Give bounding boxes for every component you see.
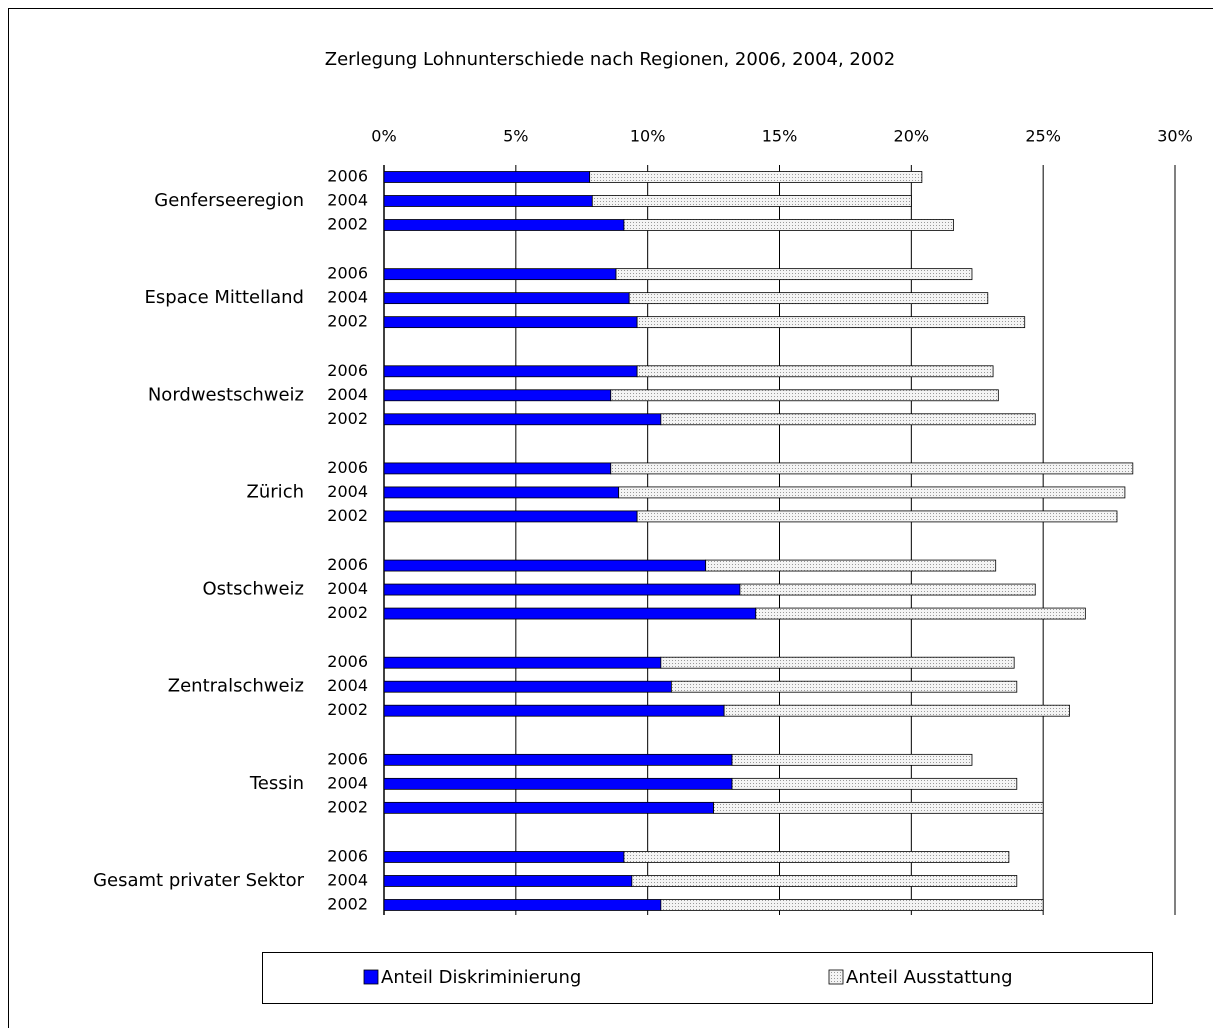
bar-segment bbox=[660, 656, 1015, 669]
bar-segment bbox=[383, 777, 733, 790]
group-label: Espace Mittelland bbox=[145, 287, 305, 308]
bar-segment bbox=[383, 486, 620, 499]
y-tick-label: 2006 bbox=[327, 264, 368, 283]
legend-swatch bbox=[363, 969, 379, 985]
y-tick-label: 2002 bbox=[327, 894, 368, 913]
bar-segment bbox=[383, 801, 714, 814]
y-tick-label: 2006 bbox=[327, 846, 368, 865]
group-label: Gesamt privater Sektor bbox=[93, 870, 305, 891]
x-tick-label: 25% bbox=[1025, 127, 1061, 146]
bar-segment bbox=[615, 268, 973, 281]
y-tick-label: 2006 bbox=[327, 749, 368, 768]
bar-segment bbox=[660, 413, 1036, 426]
bar-segment bbox=[713, 801, 1044, 814]
bar-segment bbox=[383, 583, 741, 596]
y-tick-label: 2004 bbox=[327, 870, 368, 889]
bar-segment bbox=[623, 851, 1010, 863]
bar-segment bbox=[383, 219, 625, 231]
bar-segment bbox=[591, 195, 912, 207]
bar-segment bbox=[383, 171, 591, 183]
bar-segment bbox=[731, 753, 973, 766]
y-tick-label: 2004 bbox=[327, 385, 368, 404]
bar-segment bbox=[383, 316, 638, 329]
x-tick-label: 30% bbox=[1157, 127, 1193, 146]
bar-segment bbox=[383, 704, 725, 717]
y-tick-label: 2004 bbox=[327, 676, 368, 695]
bar-segment bbox=[623, 219, 954, 231]
y-tick-label: 2002 bbox=[327, 312, 368, 331]
bar-segment bbox=[618, 486, 1126, 499]
x-tick-label: 0% bbox=[371, 127, 396, 146]
bar-segment bbox=[610, 462, 1134, 475]
chart-title: Zerlegung Lohnunterschiede nach Regionen… bbox=[325, 49, 895, 70]
y-tick-label: 2004 bbox=[327, 288, 368, 307]
bar-segment bbox=[383, 365, 638, 378]
y-tick-label: 2004 bbox=[327, 191, 368, 210]
y-tick-label: 2006 bbox=[327, 555, 368, 574]
bar-segment bbox=[628, 292, 989, 305]
bar-segment bbox=[383, 559, 707, 572]
bar-segment bbox=[636, 365, 994, 378]
bar-segment bbox=[383, 462, 612, 475]
group-label: Zentralschweiz bbox=[168, 676, 304, 697]
x-tick-label: 15% bbox=[762, 127, 798, 146]
bar-segment bbox=[383, 680, 672, 693]
y-tick-label: 2002 bbox=[327, 409, 368, 428]
bar-segment bbox=[636, 510, 1118, 523]
y-tick-label: 2002 bbox=[327, 215, 368, 234]
bar-segment bbox=[383, 268, 617, 281]
bar-segment bbox=[383, 656, 662, 669]
x-tick-label: 5% bbox=[503, 127, 528, 146]
bar-segment bbox=[755, 607, 1086, 620]
group-label: Genferseeregion bbox=[154, 190, 304, 211]
x-tick-label: 10% bbox=[630, 127, 666, 146]
group-label: Tessin bbox=[249, 773, 304, 794]
bar-segment bbox=[383, 389, 612, 402]
bar-segment bbox=[383, 851, 625, 863]
bar-segment bbox=[723, 704, 1070, 717]
y-tick-label: 2004 bbox=[327, 773, 368, 792]
bar-segment bbox=[610, 389, 999, 402]
bar-segment bbox=[383, 875, 633, 887]
y-tick-label: 2006 bbox=[327, 458, 368, 477]
y-tick-label: 2002 bbox=[327, 797, 368, 816]
bar-segment bbox=[705, 559, 997, 572]
bar-segment bbox=[383, 510, 638, 523]
x-tick-label: 20% bbox=[894, 127, 930, 146]
bar-segment bbox=[383, 292, 630, 305]
y-tick-label: 2004 bbox=[327, 579, 368, 598]
bar-segment bbox=[631, 875, 1018, 887]
bar-segment bbox=[670, 680, 1018, 693]
bar-segment bbox=[383, 195, 593, 207]
y-tick-label: 2006 bbox=[327, 167, 368, 186]
bar-segment bbox=[383, 607, 757, 620]
bar-segment bbox=[731, 777, 1018, 790]
legend-label: Anteil Diskriminierung bbox=[381, 967, 581, 988]
legend-swatch bbox=[828, 969, 844, 985]
group-label: Ostschweiz bbox=[202, 579, 304, 600]
legend-label: Anteil Ausstattung bbox=[846, 967, 1013, 988]
y-tick-label: 2002 bbox=[327, 700, 368, 719]
bar-segment bbox=[589, 171, 923, 183]
y-tick-label: 2006 bbox=[327, 361, 368, 380]
bar-segment bbox=[660, 899, 1044, 911]
y-tick-label: 2006 bbox=[327, 652, 368, 671]
bar-segment bbox=[383, 413, 662, 426]
bar-segment bbox=[636, 316, 1026, 329]
group-label: Nordwestschweiz bbox=[148, 384, 304, 405]
legend-box bbox=[262, 952, 1153, 1004]
bar-segment bbox=[383, 899, 662, 911]
bar-segment bbox=[739, 583, 1036, 596]
bar-segment bbox=[383, 753, 733, 766]
group-label: Zürich bbox=[247, 481, 304, 502]
y-tick-label: 2002 bbox=[327, 603, 368, 622]
y-tick-label: 2002 bbox=[327, 506, 368, 525]
y-tick-label: 2004 bbox=[327, 482, 368, 501]
